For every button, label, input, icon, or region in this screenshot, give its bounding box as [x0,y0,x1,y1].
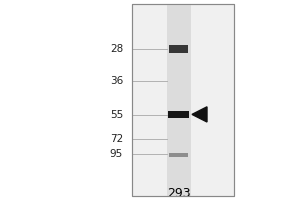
Bar [132,4,234,196]
Text: 72: 72 [110,134,123,144]
Text: 293: 293 [167,187,190,200]
Bar [169,45,188,53]
Bar [167,4,191,196]
Polygon shape [192,107,207,122]
Text: 95: 95 [110,149,123,159]
Text: 36: 36 [110,76,123,86]
Bar [168,111,189,118]
Text: 28: 28 [110,44,123,54]
Text: 55: 55 [110,110,123,120]
Bar [132,4,234,196]
Bar [169,153,188,157]
